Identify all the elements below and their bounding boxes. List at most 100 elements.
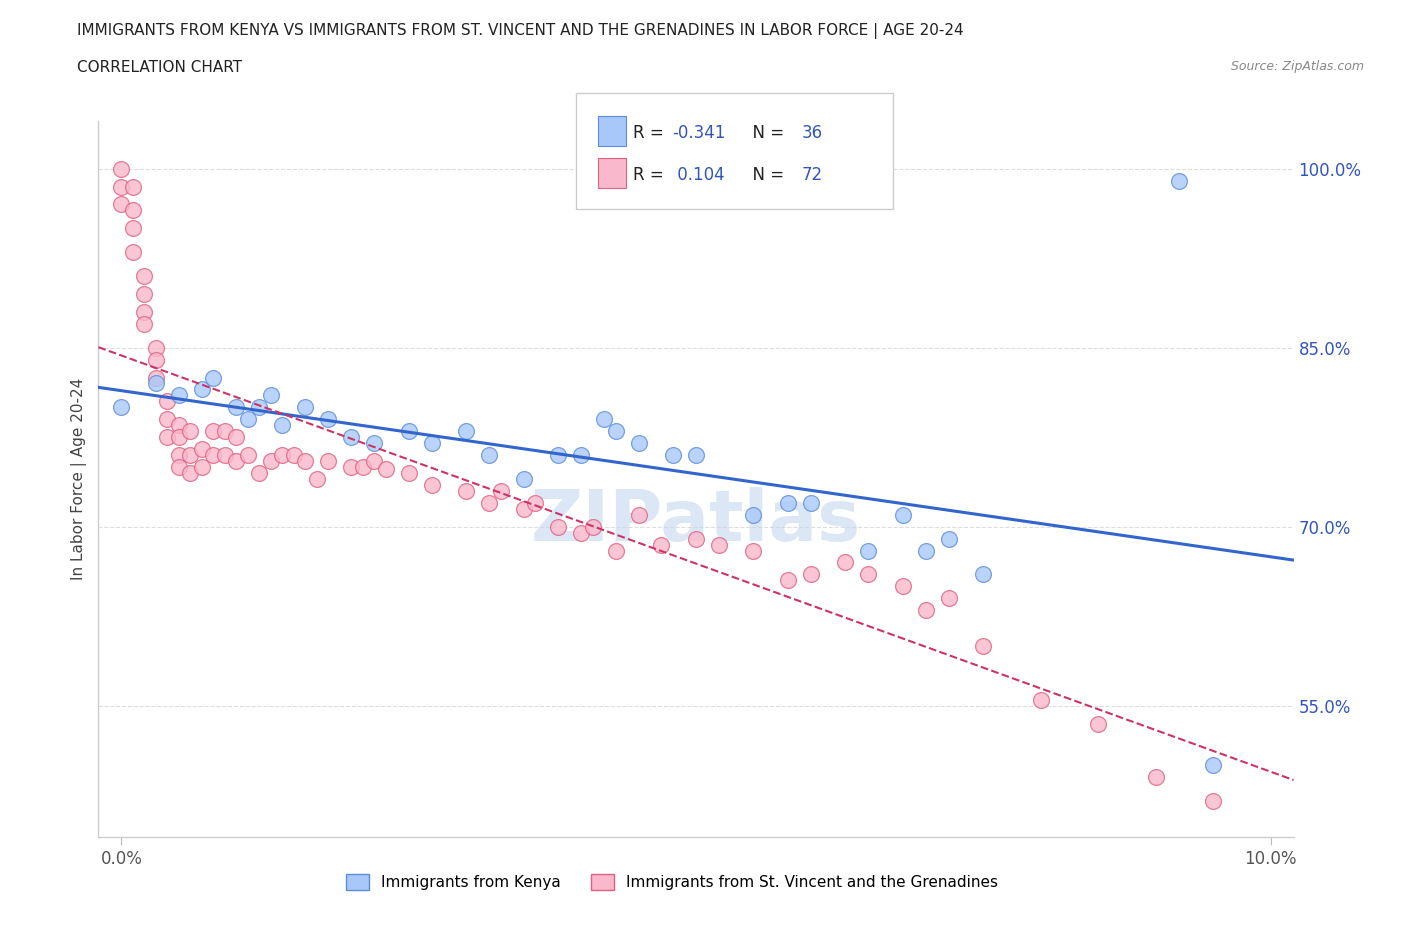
Point	[420, 435, 443, 450]
Point	[398, 424, 420, 439]
Point	[145, 352, 167, 367]
Point	[236, 447, 259, 462]
Point	[247, 466, 270, 481]
Point	[122, 179, 145, 194]
Point	[478, 496, 501, 511]
Point	[547, 519, 569, 534]
Point	[581, 519, 603, 534]
Point	[685, 531, 707, 546]
Point	[707, 538, 730, 552]
Point	[569, 447, 592, 462]
Point	[167, 388, 190, 403]
Point	[938, 591, 960, 605]
Point	[1202, 794, 1225, 809]
Text: -0.341: -0.341	[672, 124, 725, 141]
Point	[374, 462, 396, 477]
Point	[294, 454, 316, 469]
Point	[167, 418, 190, 432]
Point	[110, 161, 132, 176]
Point	[627, 435, 650, 450]
Point	[122, 203, 145, 218]
Point	[110, 197, 132, 212]
Point	[260, 454, 283, 469]
Point	[167, 447, 190, 462]
Point	[305, 472, 328, 486]
Point	[363, 454, 385, 469]
Point	[489, 484, 512, 498]
Point	[316, 412, 339, 427]
Text: N =: N =	[742, 166, 790, 183]
Point	[800, 496, 823, 511]
Point	[156, 394, 179, 409]
Point	[1087, 716, 1109, 731]
Point	[134, 269, 156, 284]
Point	[891, 508, 914, 523]
Point	[316, 454, 339, 469]
Text: R =: R =	[633, 124, 669, 141]
Point	[1144, 770, 1167, 785]
Point	[605, 424, 627, 439]
Point	[858, 567, 880, 582]
Text: IMMIGRANTS FROM KENYA VS IMMIGRANTS FROM ST. VINCENT AND THE GRENADINES IN LABOR: IMMIGRANTS FROM KENYA VS IMMIGRANTS FROM…	[77, 23, 965, 39]
Point	[145, 376, 167, 391]
Point	[191, 442, 214, 457]
Point	[156, 430, 179, 445]
Point	[110, 400, 132, 415]
Point	[593, 412, 616, 427]
Point	[122, 220, 145, 235]
Point	[891, 578, 914, 593]
Point	[858, 543, 880, 558]
Point	[547, 447, 569, 462]
Point	[914, 603, 936, 618]
Point	[294, 400, 316, 415]
Point	[800, 567, 823, 582]
Point	[167, 430, 190, 445]
Text: CORRELATION CHART: CORRELATION CHART	[77, 60, 242, 75]
Point	[398, 466, 420, 481]
Text: R =: R =	[633, 166, 669, 183]
Point	[914, 543, 936, 558]
Text: Source: ZipAtlas.com: Source: ZipAtlas.com	[1230, 60, 1364, 73]
Point	[134, 316, 156, 331]
Point	[340, 430, 363, 445]
Point	[283, 447, 305, 462]
Point	[972, 567, 994, 582]
Point	[776, 496, 799, 511]
Point	[236, 412, 259, 427]
Point	[938, 531, 960, 546]
Point	[134, 304, 156, 319]
Point	[1167, 173, 1189, 188]
Point	[156, 412, 179, 427]
Point	[834, 555, 856, 570]
Point	[145, 370, 167, 385]
Text: ZIPatlas: ZIPatlas	[531, 487, 860, 556]
Point	[122, 245, 145, 259]
Point	[352, 459, 374, 474]
Point	[605, 543, 627, 558]
Point	[662, 447, 685, 462]
Point	[191, 459, 214, 474]
Point	[145, 340, 167, 355]
Point	[650, 538, 672, 552]
Point	[202, 370, 225, 385]
Text: 0.104: 0.104	[672, 166, 724, 183]
Point	[225, 400, 247, 415]
Point	[110, 179, 132, 194]
Y-axis label: In Labor Force | Age 20-24: In Labor Force | Age 20-24	[72, 378, 87, 580]
Point	[271, 418, 294, 432]
Text: 72: 72	[801, 166, 823, 183]
Point	[569, 525, 592, 540]
Point	[456, 424, 478, 439]
Point	[363, 435, 385, 450]
Point	[260, 388, 283, 403]
Point	[214, 424, 236, 439]
Point	[225, 430, 247, 445]
Point	[271, 447, 294, 462]
Point	[627, 508, 650, 523]
Point	[512, 472, 534, 486]
Point	[191, 382, 214, 397]
Point	[179, 466, 201, 481]
Point	[776, 573, 799, 588]
Text: N =: N =	[742, 124, 790, 141]
Point	[202, 424, 225, 439]
